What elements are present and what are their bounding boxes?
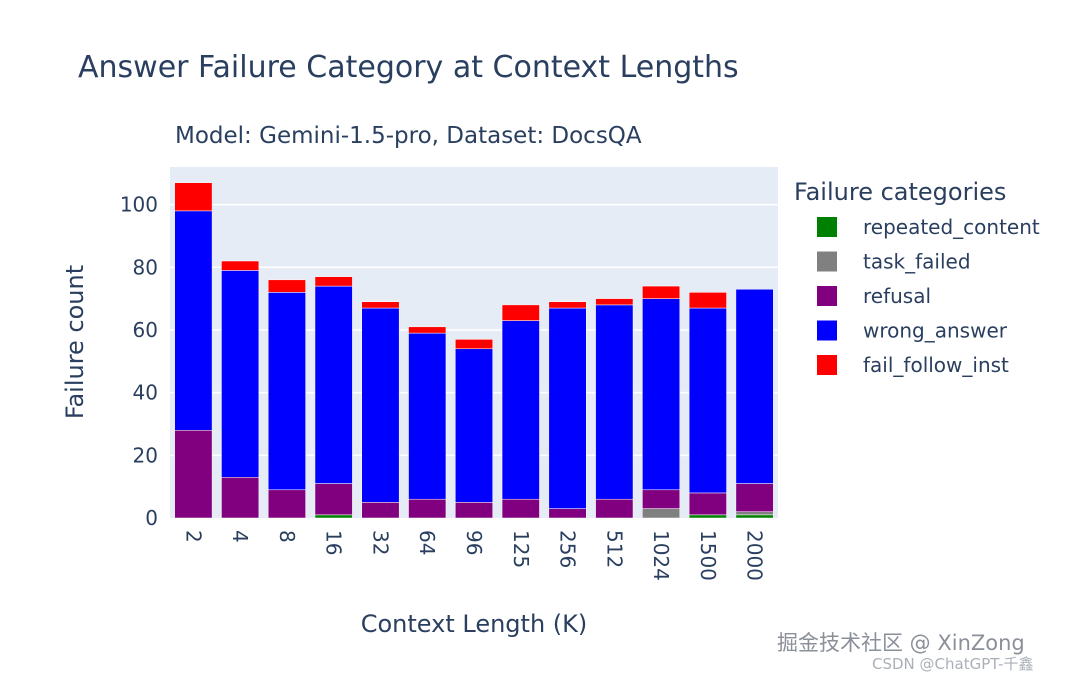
bar-task-failed — [642, 508, 681, 519]
watermark-primary: 掘金技术社区 @ XinZong — [777, 631, 1025, 655]
bar-refusal — [688, 492, 727, 516]
y-tick-label: 0 — [145, 506, 158, 530]
bar-wrong-answer — [501, 320, 540, 500]
x-tick-label: 4 — [228, 530, 252, 543]
y-tick-label: 40 — [133, 381, 158, 405]
y-tick-label: 60 — [133, 318, 158, 342]
legend-label: fail_follow_inst — [863, 353, 1009, 377]
bar-fail-follow-inst — [595, 298, 634, 306]
y-tick-label: 80 — [133, 255, 158, 279]
x-tick-label: 2000 — [743, 530, 767, 581]
chart-subtitle: Model: Gemini-1.5-pro, Dataset: DocsQA — [175, 123, 642, 149]
x-tick-label: 1500 — [696, 530, 720, 581]
bar-refusal — [501, 498, 540, 519]
bar-repeated-content — [735, 514, 774, 519]
bar-repeated-content — [688, 514, 727, 519]
legend-label: repeated_content — [863, 215, 1040, 239]
bar-fail-follow-inst — [267, 279, 306, 293]
bar-fail-follow-inst — [221, 260, 260, 271]
bar-repeated-content — [314, 514, 353, 519]
y-axis-ticks: 0 20 40 60 80 100 — [120, 193, 158, 530]
bar-refusal — [642, 489, 681, 509]
bar-fail-follow-inst — [455, 339, 493, 350]
bar-refusal — [314, 483, 353, 516]
bar-refusal — [595, 498, 634, 519]
bar-refusal — [548, 508, 587, 519]
bar-wrong-answer — [267, 292, 306, 491]
chart-title: Answer Failure Category at Context Lengt… — [78, 50, 739, 85]
x-tick-label: 16 — [322, 530, 346, 555]
bar-fail-follow-inst — [408, 326, 447, 334]
bar-wrong-answer — [548, 307, 587, 509]
legend-swatch — [817, 320, 837, 341]
bar-refusal — [174, 430, 213, 519]
x-tick-label: 8 — [275, 530, 299, 543]
legend-title: Failure categories — [794, 178, 1006, 206]
x-tick-label: 256 — [556, 530, 580, 568]
x-axis-title: Context Length (K) — [361, 610, 588, 638]
bar-wrong-answer — [688, 307, 727, 494]
legend-swatch — [817, 286, 837, 306]
bar-refusal — [735, 483, 774, 512]
legend-label: refusal — [863, 284, 931, 308]
bar-fail-follow-inst — [642, 285, 681, 299]
x-tick-label: 32 — [368, 530, 392, 555]
bar-wrong-answer — [221, 270, 260, 478]
y-tick-label: 100 — [120, 193, 158, 217]
legend-label: wrong_answer — [863, 319, 1008, 343]
y-tick-label: 20 — [133, 443, 158, 467]
legend-swatch — [817, 251, 837, 272]
x-tick-label: 96 — [462, 530, 486, 555]
x-tick-label: 512 — [602, 530, 626, 568]
bar-fail-follow-inst — [501, 304, 540, 321]
x-tick-label: 64 — [415, 530, 439, 555]
bar-fail-follow-inst — [174, 182, 213, 212]
x-tick-label: 2 — [181, 530, 205, 543]
watermark-secondary: CSDN @ChatGPT-千鑫 — [872, 655, 1033, 673]
bar-wrong-answer — [455, 348, 493, 503]
bar-wrong-answer — [642, 298, 681, 491]
y-axis-title: Failure count — [61, 265, 89, 419]
x-tick-label: 125 — [509, 530, 533, 568]
bar-task-failed — [735, 511, 774, 516]
legend-swatch — [817, 217, 837, 237]
bar-fail-follow-inst — [548, 301, 587, 309]
legend-swatch — [817, 355, 837, 375]
bar-refusal — [361, 502, 400, 519]
bar-refusal — [408, 498, 447, 519]
bars — [174, 182, 774, 519]
bar-refusal — [267, 489, 306, 519]
legend-label: task_failed — [863, 250, 971, 274]
x-tick-label: 1024 — [649, 530, 673, 581]
bar-refusal — [455, 502, 493, 519]
bar-wrong-answer — [361, 307, 400, 503]
bar-wrong-answer — [595, 304, 634, 500]
bar-wrong-answer — [174, 210, 213, 431]
bar-wrong-answer — [735, 288, 774, 484]
bar-wrong-answer — [408, 332, 447, 500]
bar-wrong-answer — [314, 285, 353, 484]
bar-fail-follow-inst — [314, 276, 353, 287]
x-axis-ticks: 2 4 8 16 32 64 96 125 256 512 1024 1500 2000 — [181, 530, 766, 581]
bar-fail-follow-inst — [688, 292, 727, 309]
bar-refusal — [221, 477, 260, 519]
bar-fail-follow-inst — [361, 301, 400, 309]
